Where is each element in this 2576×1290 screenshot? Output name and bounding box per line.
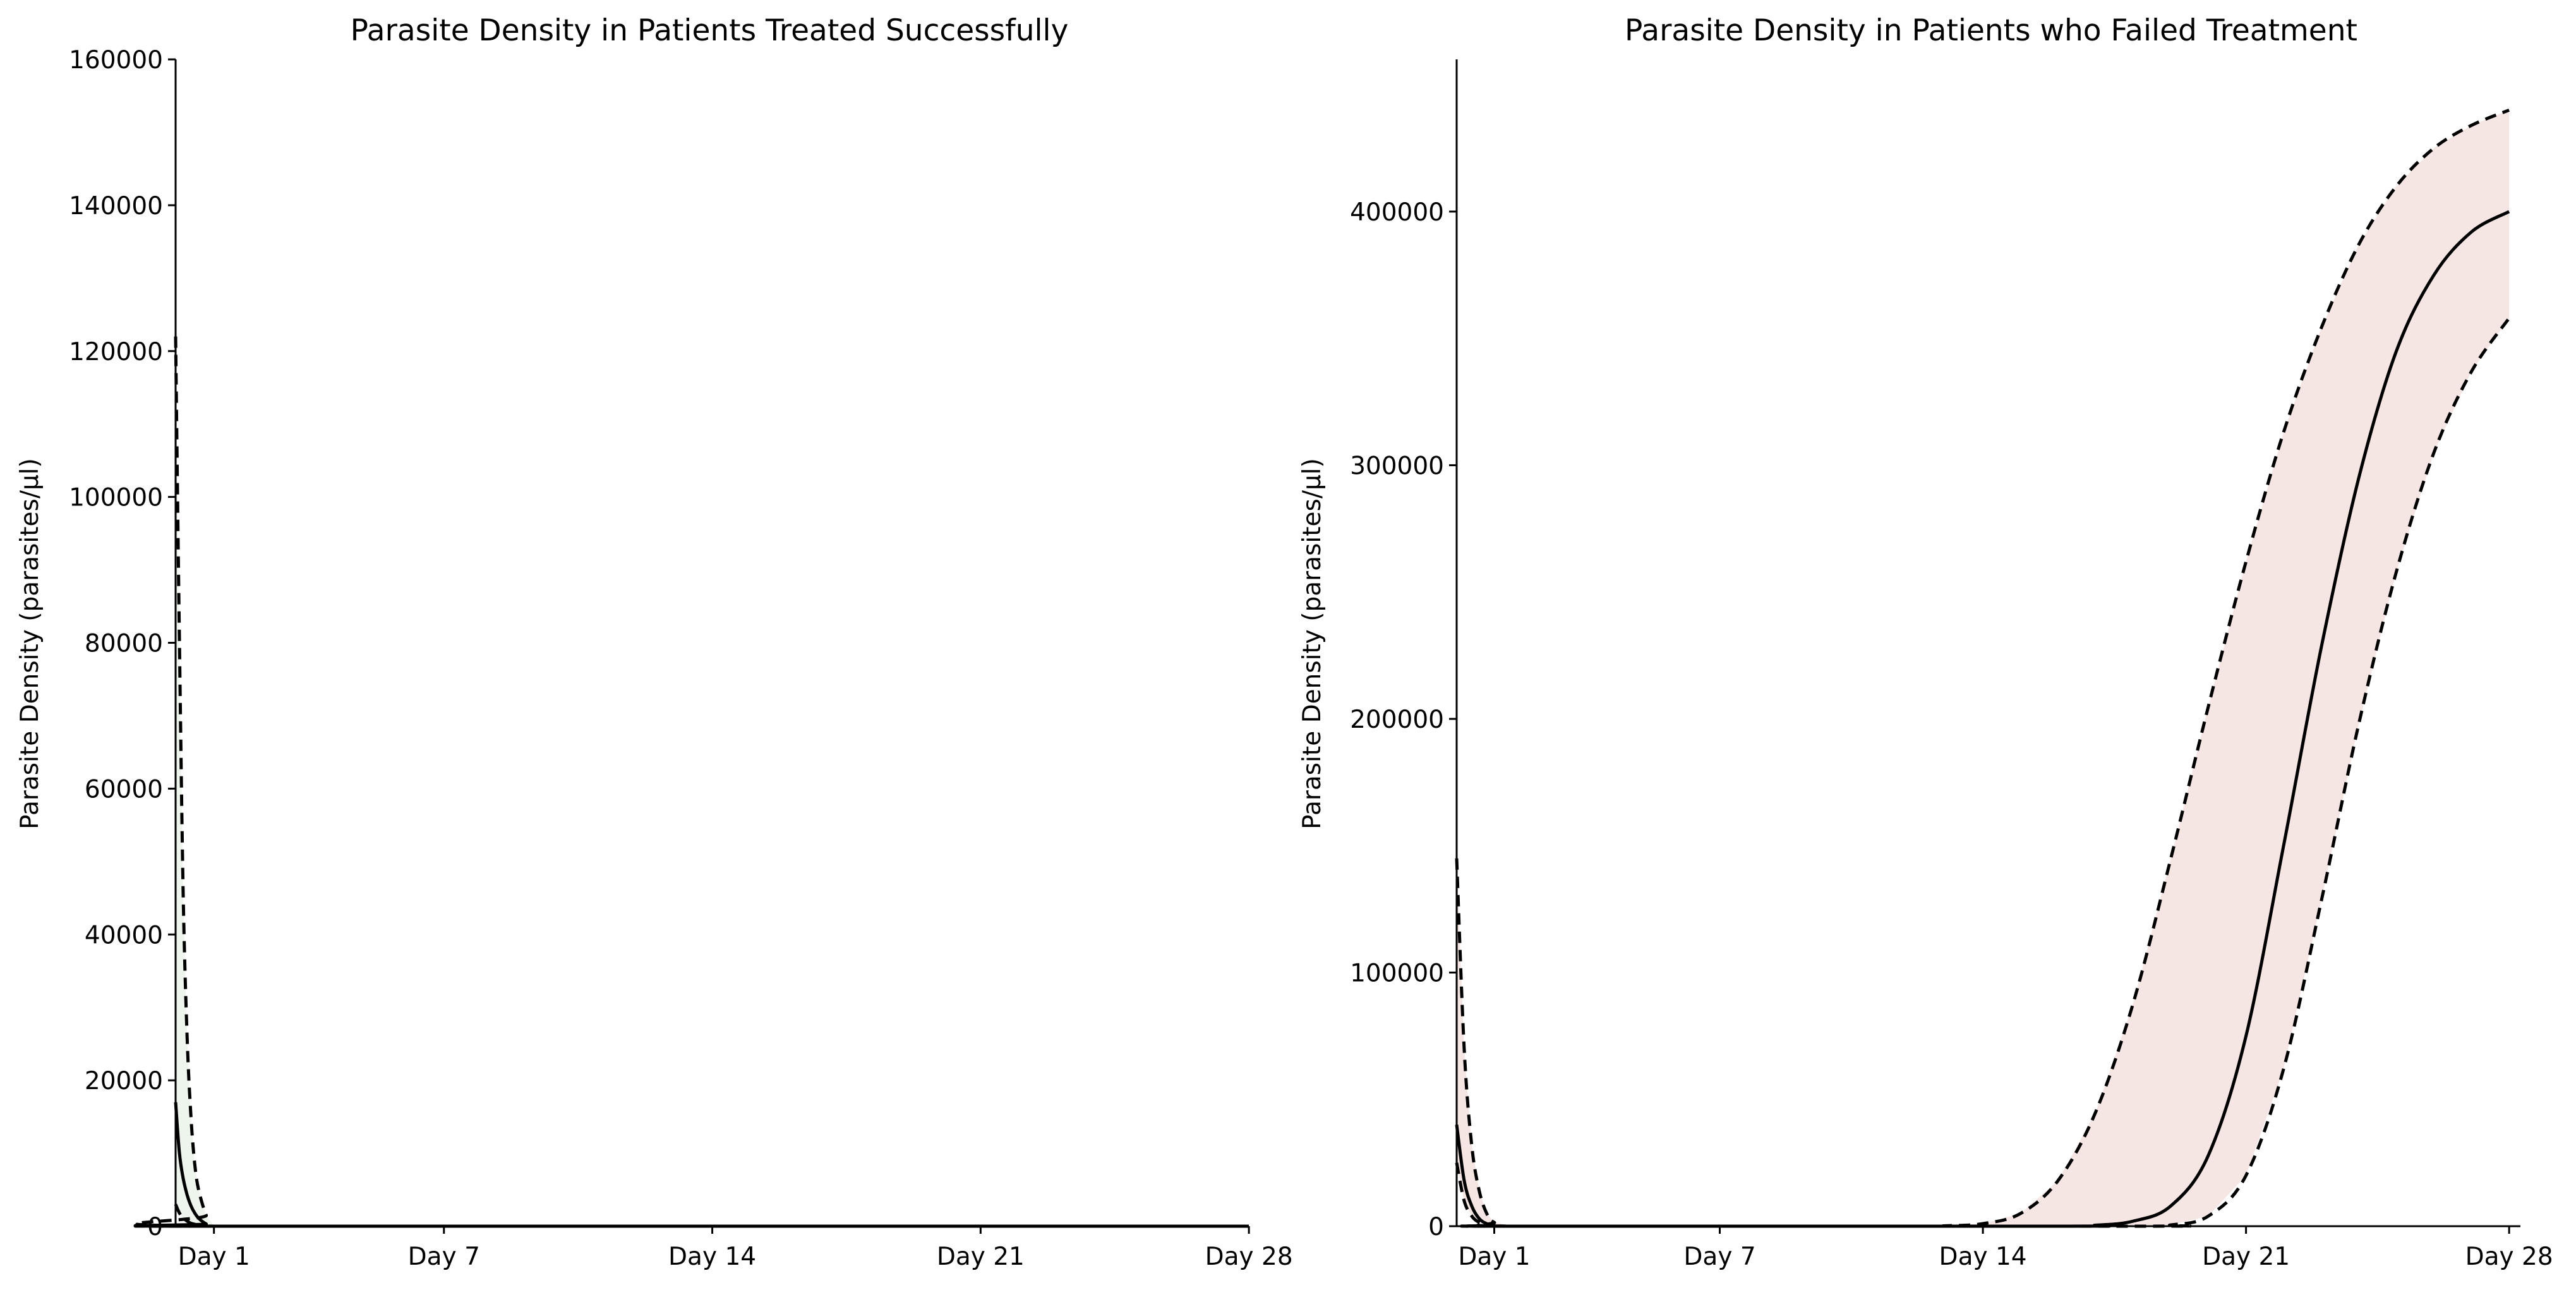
y-tick-label: 300000 xyxy=(1350,452,1444,480)
x-tick-label: Day 1 xyxy=(178,1243,250,1271)
y-tick-label: 100000 xyxy=(1350,959,1444,987)
y-tick-label: 80000 xyxy=(85,630,163,658)
y-tick-label: 0 xyxy=(1428,1213,1444,1241)
y-tick-label: 60000 xyxy=(85,775,163,804)
chart-successful-treatment: Parasite Density in Patients Treated Suc… xyxy=(16,13,1293,1271)
confidence-band xyxy=(1457,110,2510,1226)
y-axis-label: Parasite Density (parasites/μl) xyxy=(1298,458,1327,829)
x-tick-label: Day 21 xyxy=(937,1243,1025,1271)
chart-title: Parasite Density in Patients who Failed … xyxy=(1625,13,2357,48)
y-tick-label: 200000 xyxy=(1350,706,1444,734)
plot-area: 0 100000 200000 300000 400000 Day 1 Day 7 Day 1… xyxy=(1350,59,2553,1271)
x-tick-label: Day 1 xyxy=(1458,1243,1530,1271)
y-tick-label: 400000 xyxy=(1350,198,1444,227)
chart-failed-treatment: Parasite Density in Patients who Failed … xyxy=(1298,13,2553,1271)
x-tick-label: Day 28 xyxy=(1205,1243,1293,1271)
x-tick-label: Day 14 xyxy=(668,1243,756,1271)
plot-area: 0 20000 40000 60000 80000 100000 120000 140000 1… xyxy=(69,46,1293,1271)
y-tick-label: 100000 xyxy=(69,484,163,512)
x-tick-label: Day 7 xyxy=(1683,1243,1755,1271)
y-tick-label: 20000 xyxy=(85,1067,163,1095)
upper-bound-line xyxy=(1455,108,2510,1228)
y-tick-label: 0 xyxy=(147,1213,163,1241)
y-tick-label: 160000 xyxy=(69,46,163,75)
y-tick-label: 140000 xyxy=(69,192,163,220)
upper-bound-line xyxy=(133,336,1249,1228)
x-tick-label: Day 28 xyxy=(2465,1243,2553,1271)
chart-title: Parasite Density in Patients Treated Suc… xyxy=(351,13,1069,48)
x-tick-label: Day 21 xyxy=(2202,1243,2290,1271)
y-axis-label: Parasite Density (parasites/μl) xyxy=(16,458,44,829)
y-tick-label: 120000 xyxy=(69,338,163,366)
mean-line xyxy=(133,1102,1249,1228)
x-tick-label: Day 7 xyxy=(408,1243,480,1271)
confidence-band xyxy=(176,336,1249,1227)
lower-bound-line xyxy=(133,1203,1249,1228)
y-tick-label: 40000 xyxy=(85,921,163,949)
x-tick-label: Day 14 xyxy=(1939,1243,2027,1271)
